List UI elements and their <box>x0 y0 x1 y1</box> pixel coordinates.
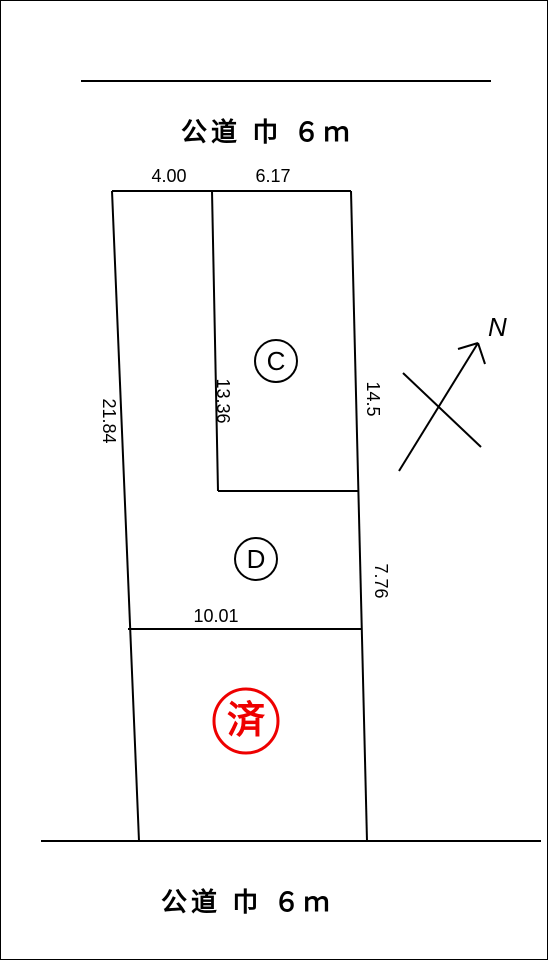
outline-right <box>351 191 367 841</box>
dim-lot-d-width: 10.01 <box>193 606 238 626</box>
lot-c-label: C <box>267 346 286 376</box>
compass-n-label: N <box>488 312 507 342</box>
dim-top-left: 4.00 <box>151 166 186 186</box>
dim-right-lower: 7.76 <box>371 563 391 598</box>
road-label-top: 公道 巾 ６ｍ <box>181 117 353 147</box>
outline-left <box>112 191 139 841</box>
lot-d-label: D <box>247 544 266 574</box>
dim-right-upper: 14.5 <box>363 381 383 416</box>
road-label-bottom: 公道 巾 ６ｍ <box>161 887 333 917</box>
plot-diagram: 公道 巾 ６ｍ 公道 巾 ６ｍ 4.00 6.17 10.01 21.84 13… <box>1 1 548 961</box>
compass-arrow-head-r <box>478 343 485 364</box>
lot-sold-label: 済 <box>227 700 266 742</box>
dim-inner-left: 13.36 <box>213 378 233 423</box>
inner-divider-vertical <box>212 191 218 491</box>
dim-top-right: 6.17 <box>255 166 290 186</box>
dim-left: 21.84 <box>99 398 119 443</box>
compass-cross <box>403 373 481 447</box>
compass-icon: N <box>399 312 507 471</box>
page-container: 公道 巾 ６ｍ 公道 巾 ６ｍ 4.00 6.17 10.01 21.84 13… <box>0 0 548 960</box>
